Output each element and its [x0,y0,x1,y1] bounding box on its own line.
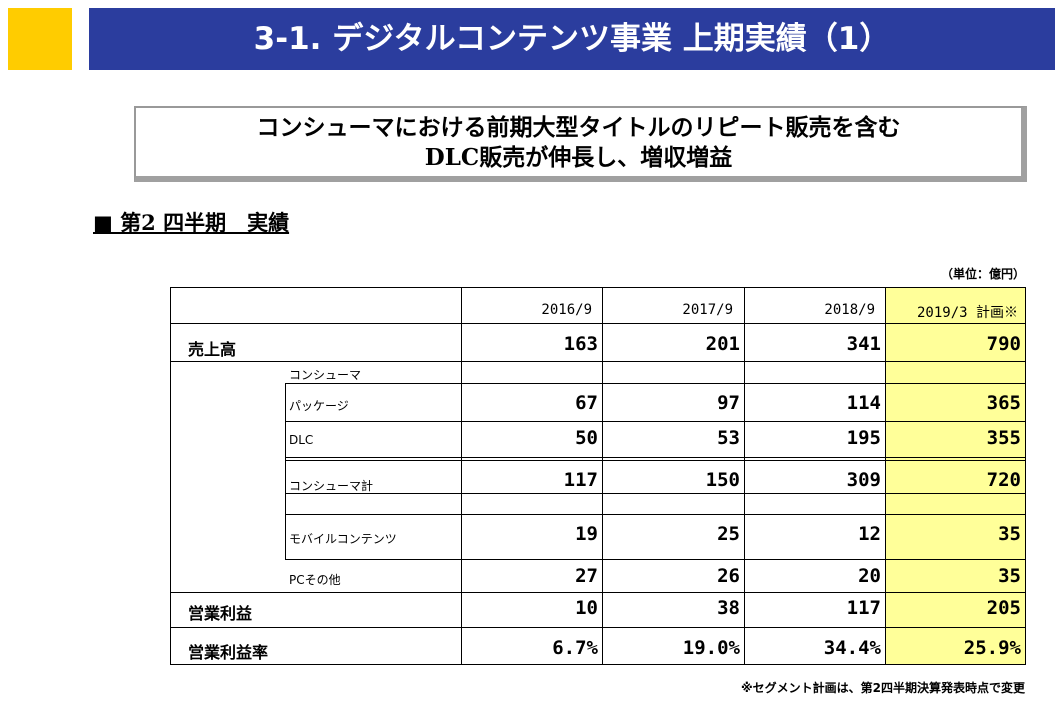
footnote: ※セグメント計画は、第2四半期決算発表時点で変更 [740,681,1025,695]
mobile-2016: 19 [575,523,598,545]
summary-box: コンシューマにおける前期大型タイトルのリピート販売を含む DLC販売が伸長し、増… [134,106,1027,182]
op-income-2017: 38 [717,597,740,619]
row-label-operating-margin: 営業利益率 [188,643,269,662]
unit-note: （単位：億円） [940,267,1025,281]
consumer-total-2018: 309 [846,469,881,491]
op-margin-2017: 19.0% [682,637,740,659]
col-header-2019-plan: 2019/3 計画※ [916,305,1018,321]
op-margin-2016: 6.7% [552,637,598,659]
pc-other-2019-plan: 35 [998,565,1021,587]
op-margin-2019-plan: 25.9% [963,637,1021,659]
mobile-2017: 25 [717,523,740,545]
op-income-2019-plan: 205 [986,597,1021,619]
op-income-2016: 10 [575,597,598,619]
page-title: 3-1. デジタルコンテンツ事業 上期実績（1） [89,8,1055,70]
dlc-2016: 50 [575,427,598,449]
pc-other-2017: 26 [717,565,740,587]
op-margin-2018: 34.4% [823,637,881,659]
row-label-sales: 売上高 [188,340,237,359]
section-heading: ■ 第2 四半期 実績 [93,210,290,235]
mobile-2018: 12 [858,523,881,545]
dlc-2019-plan: 355 [986,427,1021,449]
row-label-operating-income: 営業利益 [188,604,253,623]
col-header-2016: 2016/9 [541,302,592,318]
results-table: 2016/9 2017/9 2018/9 2019/3 計画※ 売上高 163 … [170,287,1026,665]
summary-line-1: コンシューマにおける前期大型タイトルのリピート販売を含む [256,114,901,141]
col-header-2018: 2018/9 [824,302,875,318]
row-label-mobile: モバイルコンテンツ [289,532,397,546]
sales-2016: 163 [563,333,598,355]
dlc-2018: 195 [846,427,881,449]
package-2018: 114 [846,392,881,414]
op-income-2018: 117 [846,597,881,619]
dlc-2017: 53 [717,427,740,449]
package-2016: 67 [575,392,598,414]
package-2017: 97 [717,392,740,414]
package-2019-plan: 365 [986,392,1021,414]
sales-2019-plan: 790 [986,333,1021,355]
consumer-total-2017: 150 [705,469,740,491]
summary-line-2: DLC販売が伸長し、増収増益 [424,144,733,171]
sales-2017: 201 [705,333,740,355]
title-accent-block [8,8,72,70]
row-label-pc-other: PCその他 [289,573,341,587]
mobile-2019-plan: 35 [998,523,1021,545]
consumer-total-2016: 117 [563,469,598,491]
row-label-consumer-total: コンシューマ計 [289,479,374,493]
group-label-consumer: コンシューマ [289,368,362,382]
col-header-2017: 2017/9 [682,302,733,318]
row-label-dlc: DLC [289,433,314,447]
pc-other-2018: 20 [858,565,881,587]
consumer-total-2019-plan: 720 [986,469,1021,491]
sales-2018: 341 [846,333,881,355]
row-label-package: パッケージ [289,399,349,413]
pc-other-2016: 27 [575,565,598,587]
